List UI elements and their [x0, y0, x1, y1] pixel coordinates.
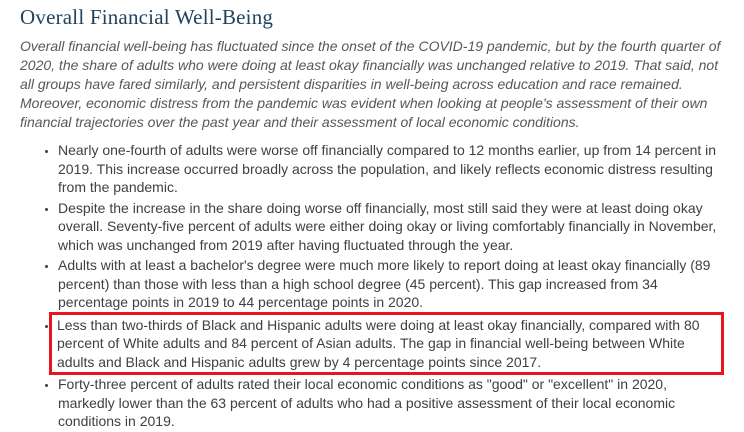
- list-item: Adults with at least a bachelor's degree…: [58, 256, 724, 312]
- list-item-text: Despite the increase in the share doing …: [58, 199, 717, 253]
- highlight-box: Less than two-thirds of Black and Hispan…: [49, 311, 724, 375]
- list-item: Forty-three percent of adults rated thei…: [58, 375, 724, 431]
- list-item-text: Nearly one-fourth of adults were worse o…: [58, 142, 717, 195]
- list-item-text: Adults with at least a bachelor's degree…: [58, 257, 711, 310]
- list-item: Despite the increase in the share doing …: [58, 199, 724, 255]
- key-findings-list: Nearly one-fourth of adults were worse o…: [20, 141, 724, 431]
- intro-paragraph: Overall financial well-being has fluctua…: [20, 38, 721, 130]
- page-title: Overall Financial Well-Being: [20, 5, 274, 29]
- list-item-text: Forty-three percent of adults rated thei…: [58, 376, 676, 429]
- list-item-highlighted: Less than two-thirds of Black and Hispan…: [49, 311, 724, 375]
- list-item: Nearly one-fourth of adults were worse o…: [58, 141, 724, 197]
- report-page: Overall Financial Well-Being Overall fin…: [20, 4, 724, 431]
